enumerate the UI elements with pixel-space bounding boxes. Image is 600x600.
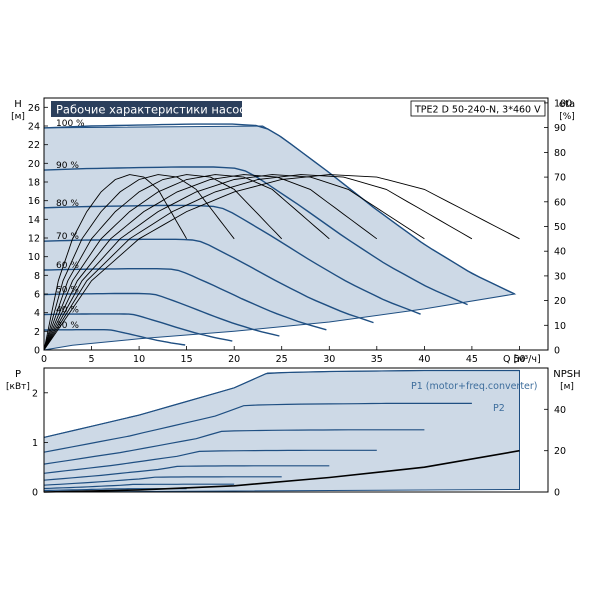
power-npsh-plot-area <box>43 369 520 493</box>
legend-P1: P1 (motor+freq.converter) <box>411 381 538 392</box>
top-plot-frame <box>43 97 549 351</box>
x-tick-label: 5 <box>88 354 94 365</box>
efficiency-curve-60 <box>43 174 330 351</box>
head-efficiency-plot-area: 100 % 90 % 80 % 70 % 60 % 50 % 40 % 30 % <box>43 119 520 351</box>
p-tick-label: 1 <box>32 438 38 449</box>
y-left-tick-label: 14 <box>28 215 40 226</box>
efficiency-curve-80 <box>43 174 425 351</box>
head-curve-60 <box>43 268 327 331</box>
y-left-tick-label: 16 <box>28 196 40 207</box>
y-right-tick-label: 60 <box>554 197 566 208</box>
x-tick-label: 50 <box>513 354 525 365</box>
speed-label: 90 % <box>56 161 79 171</box>
npsh-tick-label: 20 <box>554 446 566 457</box>
operating-envelope <box>43 125 517 351</box>
power-curve-90 <box>43 402 472 453</box>
head-curve-30 <box>44 329 186 346</box>
title-box <box>51 101 242 117</box>
y-left-label-H: H <box>14 99 22 110</box>
y-right-tick-label: 80 <box>554 148 566 159</box>
y-left-tick-label: 0 <box>34 346 40 357</box>
x-tick-label: 25 <box>276 354 288 365</box>
efficiency-curve-100 <box>43 174 520 351</box>
y-left-tick-label: 10 <box>28 252 40 263</box>
npsh-tick-label: 40 <box>554 405 566 416</box>
y-right-tick-label: 0 <box>554 346 560 357</box>
y-right-unit-NPSH: [м] <box>560 382 574 392</box>
head-curve-100 <box>43 123 516 295</box>
p-tick-label: 2 <box>32 388 38 399</box>
power-curve-70 <box>43 449 377 474</box>
y-left-tick-label: 12 <box>28 234 40 245</box>
y-left-tick-label: 18 <box>28 178 40 189</box>
y-right-label-eta: eta <box>559 99 575 110</box>
head-curve-40 <box>43 313 233 342</box>
y-right-tick-label: 40 <box>554 247 566 258</box>
x-tick-label: 20 <box>228 354 240 365</box>
y-right-tick-label: 90 <box>554 123 566 134</box>
model-label: TPE2 D 50-240-N, 3*460 V <box>414 105 541 116</box>
speed-label: 80 % <box>56 199 79 209</box>
power-curve-80 <box>43 429 425 465</box>
power-curve-40 <box>43 483 235 490</box>
head-curve-70 <box>43 238 374 324</box>
speed-label: 60 % <box>56 261 79 271</box>
chart-title: Рабочие характеристики насоса <box>56 103 253 117</box>
npsh-curve <box>43 449 520 493</box>
x-tick-label: 35 <box>371 354 383 365</box>
y-right-tick-label: 20 <box>554 296 566 307</box>
y-left-unit-H: [м] <box>11 112 25 122</box>
y-left-tick-label: 22 <box>28 140 40 151</box>
head-curve-50 <box>43 292 280 337</box>
speed-label: 50 % <box>56 286 79 296</box>
efficiency-curve-30 <box>43 174 187 351</box>
legend-P2: P2 <box>493 403 505 414</box>
bottom-plot-frame <box>43 367 549 493</box>
power-curve-60 <box>43 465 330 481</box>
efficiency-curve-70 <box>43 174 378 351</box>
speed-label: 40 % <box>56 306 79 316</box>
x-tick-label: 10 <box>133 354 145 365</box>
y-left-tick-label: 6 <box>34 290 40 301</box>
y-left-tick-label: 26 <box>28 103 40 114</box>
y-right-tick-label: 30 <box>554 271 566 282</box>
power-curve-100 <box>43 369 520 438</box>
y-left-tick-label: 20 <box>28 159 40 170</box>
efficiency-curve-40 <box>43 174 235 351</box>
p-tick-label: 0 <box>32 488 38 499</box>
y-left-unit-P: [кВт] <box>6 382 30 392</box>
x-tick-label: 45 <box>466 354 478 365</box>
y-left-tick-label: 2 <box>34 327 40 338</box>
y-right-label-NPSH: NPSH <box>553 369 580 380</box>
y-left-label-P: P <box>15 369 21 380</box>
y-left-tick-label: 4 <box>34 308 40 319</box>
x-tick-label: 40 <box>418 354 430 365</box>
y-right-tick-label: 70 <box>554 173 566 184</box>
x-axis-label: Q [м³/ч] <box>503 354 541 365</box>
y-right-tick-label: 50 <box>554 222 566 233</box>
speed-label: 100 % <box>56 119 85 129</box>
x-tick-label: 0 <box>41 354 47 365</box>
x-tick-label: 30 <box>323 354 335 365</box>
top-axes: 0246810121416182022242601020304050607080… <box>28 98 572 365</box>
y-right-tick-label: 100 <box>554 98 572 109</box>
npsh-tick-label: 0 <box>554 488 560 499</box>
y-right-tick-label: 10 <box>554 321 566 332</box>
y-right-unit-eta: [%] <box>559 112 575 122</box>
y-left-tick-label: 24 <box>28 122 40 133</box>
power-curve-50 <box>43 476 282 486</box>
top-chart: 100 % 90 % 80 % 70 % 60 % 50 % 40 % 30 % Рабочи… <box>11 97 575 365</box>
efficiency-curve-50 <box>43 174 283 351</box>
efficiency-curve-90 <box>43 174 473 351</box>
model-box <box>410 100 546 117</box>
x-tick-label: 15 <box>181 354 193 365</box>
speed-label: 70 % <box>56 232 79 242</box>
y-left-tick-label: 8 <box>34 271 40 282</box>
speed-label: 30 % <box>56 321 79 331</box>
